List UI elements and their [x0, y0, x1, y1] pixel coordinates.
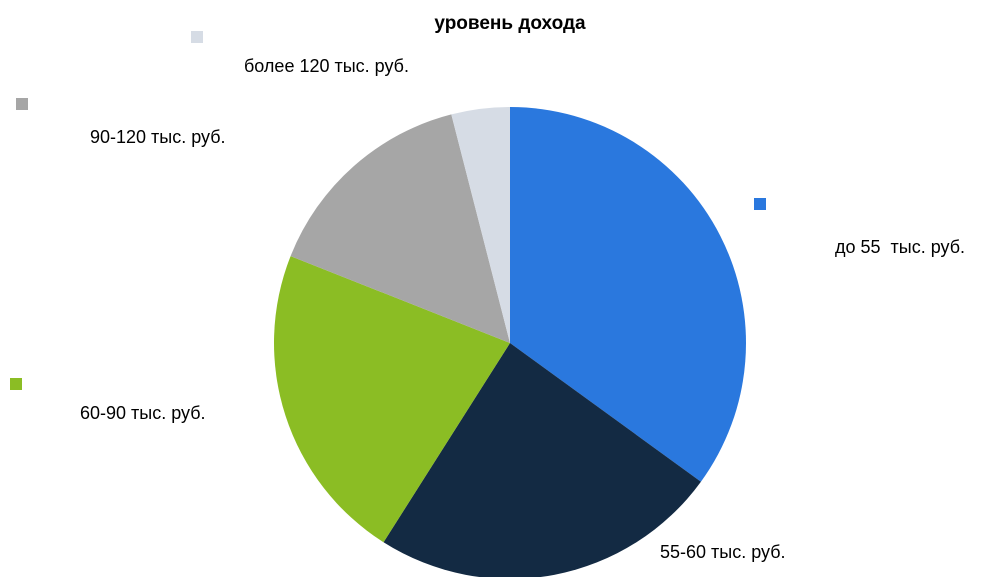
slice-label: до 55 тыс. руб. [835, 237, 965, 257]
slice-label: 55-60 тыс. руб. [660, 542, 786, 562]
pie-slice [451, 107, 510, 343]
pie-slice [510, 107, 746, 482]
slice-label: 90-120 тыс. руб. [90, 127, 226, 147]
pie-slice [383, 343, 701, 577]
legend-swatch [754, 198, 766, 210]
slice-label: 60-90 тыс. руб. [80, 403, 206, 423]
legend-swatch [10, 378, 22, 390]
legend-swatch [16, 98, 28, 110]
pie-slice [290, 114, 510, 344]
pie-slice [274, 256, 510, 543]
slice-label: более 120 тыс. руб. [244, 56, 409, 76]
legend-swatch [191, 31, 203, 43]
chart-title: уровень дохода [434, 13, 586, 34]
